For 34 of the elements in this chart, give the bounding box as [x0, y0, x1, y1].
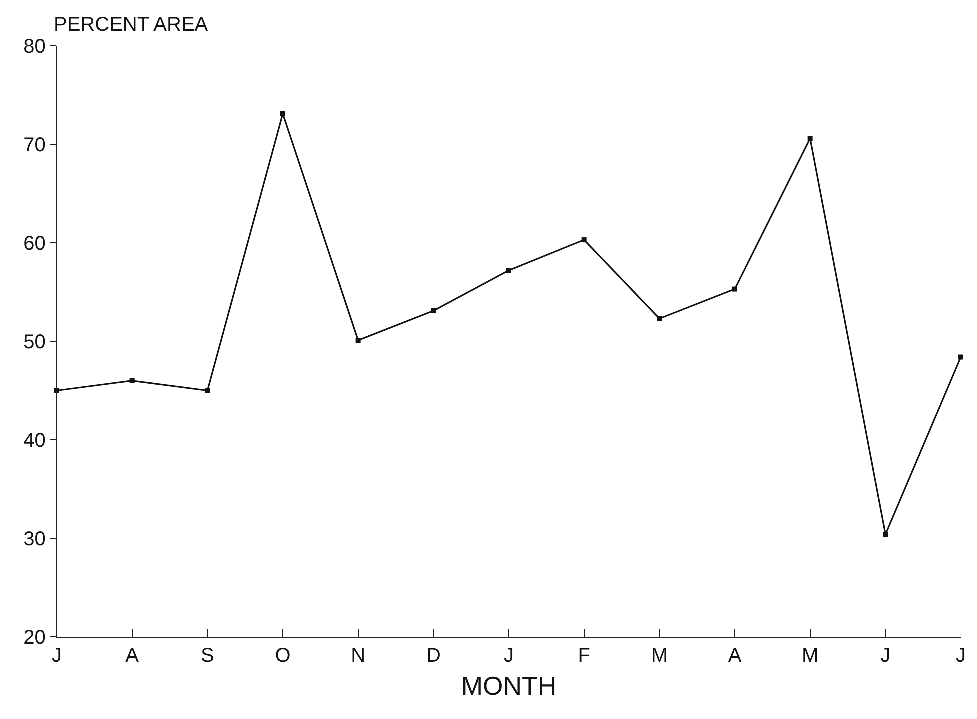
- x-tick-label: O: [275, 645, 291, 668]
- y-tick-label: 70: [24, 134, 46, 156]
- x-axis-title: MONTH: [461, 670, 557, 701]
- x-tick-label: J: [504, 645, 514, 668]
- point: [431, 308, 436, 314]
- y-tick-label: 30: [24, 528, 46, 550]
- point: [808, 136, 813, 142]
- point: [506, 268, 512, 274]
- x-tick-label: F: [578, 645, 590, 668]
- point: [582, 238, 587, 243]
- point: [883, 532, 888, 538]
- y-tick-label: 50: [24, 332, 46, 354]
- y-tick-label: 40: [24, 430, 46, 452]
- point: [130, 378, 135, 384]
- y-tick-label: 20: [24, 627, 46, 649]
- y-tick-label: 80: [24, 36, 46, 58]
- x-tick-label: D: [426, 645, 441, 668]
- y-tick-label: 60: [24, 233, 46, 255]
- x-tick-label: J: [52, 645, 62, 668]
- point: [732, 286, 738, 292]
- x-tick-label: S: [201, 645, 214, 668]
- point: [356, 338, 361, 344]
- point: [657, 316, 662, 322]
- x-tick-label: A: [126, 645, 140, 668]
- x-tick-label: M: [651, 645, 668, 668]
- point: [205, 388, 210, 394]
- x-tick-label: A: [728, 645, 742, 668]
- point: [280, 111, 286, 116]
- x-tick-label: J: [956, 645, 966, 668]
- x-tick-label: M: [802, 645, 819, 668]
- point: [958, 354, 964, 360]
- y-axis-title: PERCENT AREA: [54, 14, 209, 36]
- x-tick-label: N: [351, 645, 366, 668]
- x-tick-label: J: [880, 645, 891, 668]
